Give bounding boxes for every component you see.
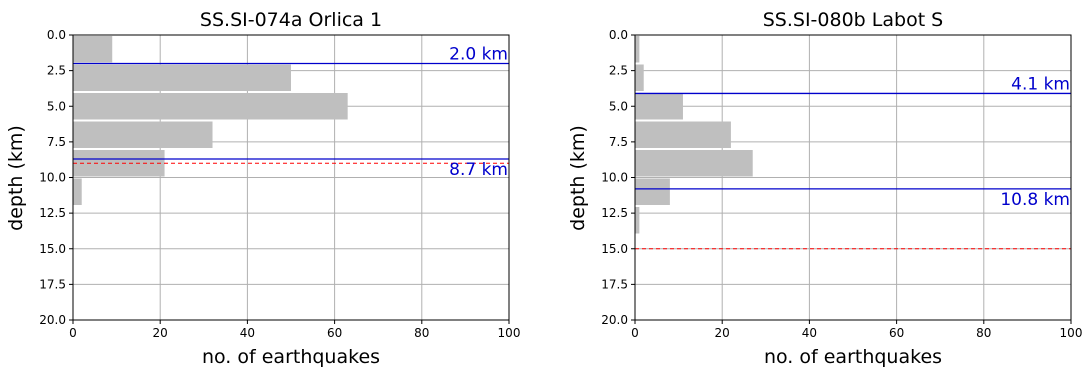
x-axis-label: no. of earthquakes (202, 346, 380, 368)
x-tick-label: 100 (498, 326, 521, 340)
blue-line-label: 2.0 km (449, 45, 508, 65)
y-tick-label: 5.0 (609, 99, 628, 113)
chart-title: SS.SI-074a Orlica 1 (200, 9, 382, 31)
histogram-bar (73, 36, 113, 63)
x-tick-label: 0 (69, 326, 77, 340)
histogram-bar (635, 93, 683, 120)
x-tick-label: 0 (631, 326, 639, 340)
x-tick-label: 80 (976, 326, 991, 340)
y-tick-label: 12.5 (39, 206, 66, 220)
y-tick-label: 2.5 (609, 64, 628, 78)
y-tick-label: 7.5 (609, 135, 628, 149)
y-tick-label: 5.0 (47, 99, 66, 113)
histogram-bar (635, 36, 640, 63)
y-tick-label: 15.0 (601, 242, 628, 256)
histogram-bar (73, 64, 291, 91)
x-tick-label: 20 (715, 326, 730, 340)
y-tick-label: 0.0 (47, 28, 66, 42)
histogram-bar (73, 121, 213, 148)
histogram-bar (73, 178, 82, 205)
blue-line-label: 10.8 km (1000, 190, 1070, 210)
y-tick-label: 15.0 (39, 242, 66, 256)
y-tick-label: 20.0 (39, 313, 66, 327)
x-tick-label: 40 (240, 326, 255, 340)
y-tick-label: 7.5 (47, 135, 66, 149)
blue-line-label: 8.7 km (449, 160, 508, 180)
panel-labot: SS.SI-080b Labot S no. of earthquakes de… (567, 9, 1082, 368)
x-tick-label: 80 (414, 326, 429, 340)
histogram-bar (635, 207, 640, 234)
y-tick-label: 12.5 (601, 206, 628, 220)
histogram-bar (635, 121, 731, 148)
x-tick-label: 40 (802, 326, 817, 340)
x-tick-label: 100 (1060, 326, 1083, 340)
panel-orlica: SS.SI-074a Orlica 1 no. of earthquakes d… (5, 9, 520, 368)
y-axis-label: depth (km) (5, 125, 27, 231)
y-tick-label: 20.0 (601, 313, 628, 327)
x-tick-label: 60 (327, 326, 342, 340)
y-tick-label: 10.0 (601, 171, 628, 185)
x-axis-label: no. of earthquakes (764, 346, 942, 368)
x-tick-label: 60 (889, 326, 904, 340)
histogram-bar (635, 64, 644, 91)
y-tick-label: 2.5 (47, 64, 66, 78)
histogram-bar (73, 93, 348, 120)
histogram-bar (635, 178, 670, 205)
x-tick-label: 20 (153, 326, 168, 340)
y-tick-label: 10.0 (39, 171, 66, 185)
y-tick-label: 17.5 (601, 277, 628, 291)
chart-title: SS.SI-080b Labot S (763, 9, 944, 31)
y-tick-label: 0.0 (609, 28, 628, 42)
histogram-bar (635, 150, 753, 177)
y-tick-label: 17.5 (39, 277, 66, 291)
blue-line-label: 4.1 km (1011, 74, 1070, 94)
y-axis-label: depth (km) (567, 125, 589, 231)
